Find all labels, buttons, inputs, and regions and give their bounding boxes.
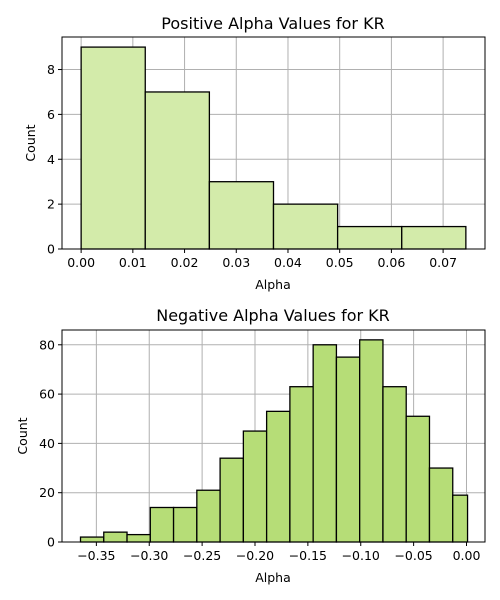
histogram-bar (126, 533, 151, 543)
x-axis-label: Alpha (255, 570, 291, 585)
histogram-bar (196, 489, 221, 543)
histogram-bar (172, 506, 198, 543)
x-tick-label: −0.25 (183, 548, 221, 563)
histogram-bar (312, 344, 338, 543)
x-tick-label: −0.10 (342, 548, 380, 563)
histogram-bar (452, 494, 469, 543)
x-axis-label: Alpha (255, 277, 291, 292)
histogram-bar (336, 225, 403, 250)
histogram-bar (265, 410, 291, 543)
chart-title: Positive Alpha Values for KR (161, 14, 384, 33)
histogram-bar (289, 386, 314, 543)
histogram-bar (242, 430, 268, 543)
x-tick-label: −0.35 (77, 548, 115, 563)
histogram-bar (149, 506, 175, 543)
y-tick-label: 6 (47, 107, 55, 122)
histogram-bar (103, 531, 128, 543)
histogram-bar (405, 415, 431, 543)
histogram-bar (401, 225, 467, 250)
x-tick-label: 0.00 (67, 255, 95, 270)
plot-frame (61, 329, 486, 543)
x-tick-label: 0.00 (453, 548, 481, 563)
histogram-bar (144, 91, 211, 250)
histogram-bar (80, 46, 146, 250)
histogram-bar (335, 356, 361, 543)
y-tick-label: 20 (39, 485, 55, 500)
y-axis-label: Count (23, 124, 38, 161)
x-tick-label: 0.05 (326, 255, 354, 270)
bars (79, 339, 469, 543)
x-tick-label: 0.02 (171, 255, 199, 270)
y-axis-label: Count (15, 417, 30, 454)
chart-title: Negative Alpha Values for KR (156, 306, 390, 325)
y-tick-label: 80 (39, 337, 55, 352)
x-tick-label: 0.03 (222, 255, 250, 270)
bars (80, 46, 467, 250)
histogram-bar (219, 457, 245, 543)
histogram-bar (79, 536, 105, 543)
positive-alpha-histogram: Positive Alpha Values for KR 0.00 0.01 0.0… (23, 14, 486, 292)
histogram-bar (272, 203, 339, 250)
x-tick-label: 0.06 (377, 255, 405, 270)
x-tick-label: 0.04 (274, 255, 302, 270)
plot-frame (61, 36, 486, 250)
histogram-bar (359, 339, 384, 543)
y-tick-label: 60 (39, 387, 55, 402)
y-tick-label: 8 (47, 62, 55, 77)
histogram-bar (428, 467, 454, 543)
x-tick-label: −0.05 (394, 548, 432, 563)
y-tick-label: 2 (47, 197, 55, 212)
ticks: −0.35 −0.30 −0.25 −0.20 −0.15 −0.10 −0.05 0.00 0… (39, 337, 480, 563)
y-tick-label: 0 (47, 535, 55, 550)
x-tick-label: −0.30 (130, 548, 168, 563)
y-tick-label: 4 (47, 152, 55, 167)
histogram-bar (208, 181, 275, 250)
x-tick-label: −0.20 (236, 548, 274, 563)
x-tick-label: −0.15 (289, 548, 327, 563)
y-tick-label: 40 (39, 436, 55, 451)
y-tick-label: 0 (47, 242, 55, 257)
x-tick-label: 0.07 (429, 255, 457, 270)
ticks: 0.00 0.01 0.02 0.03 0.04 0.05 0.06 0.07 0 2 4 6 8 (47, 62, 457, 270)
x-tick-label: 0.01 (119, 255, 147, 270)
negative-alpha-histogram: Negative Alpha Values for KR −0.35 −0.30−… (15, 306, 486, 585)
histogram-bar (382, 386, 407, 543)
